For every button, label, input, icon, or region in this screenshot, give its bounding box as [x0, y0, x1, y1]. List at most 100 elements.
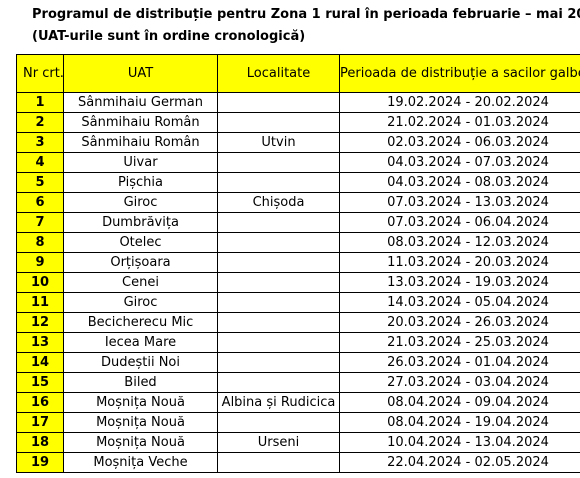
row-number-cell: 14	[16, 352, 64, 373]
period-cell: 04.03.2024 - 07.03.2024	[339, 152, 580, 173]
table-row: 18 Moșnița Nouă Urseni 10.04.2024 - 13.04.2…	[16, 432, 580, 453]
period-cell: 07.03.2024 - 06.04.2024	[339, 212, 580, 233]
column-header-nr: Nr crt.	[16, 54, 64, 93]
uat-cell: Moșnița Nouă	[63, 392, 218, 413]
header-row: Nr crt. UAT Localitate Perioada de distr…	[16, 54, 580, 93]
localitate-cell: Albina și Rudicica	[217, 392, 340, 413]
uat-cell: Cenei	[63, 272, 218, 293]
row-number-cell: 9	[16, 252, 64, 273]
localitate-cell: Chișoda	[217, 192, 340, 213]
row-number-cell: 19	[16, 452, 64, 473]
table-row: 14 Dudeștii Noi 26.03.2024 - 01.04.2024	[16, 352, 580, 373]
localitate-cell	[217, 272, 340, 293]
localitate-cell	[217, 232, 340, 253]
row-number-cell: 12	[16, 312, 64, 333]
table-row: 11 Giroc 14.03.2024 - 05.04.2024	[16, 292, 580, 313]
localitate-cell	[217, 252, 340, 273]
uat-cell: Sânmihaiu Român	[63, 132, 218, 153]
localitate-cell	[217, 352, 340, 373]
row-number-cell: 16	[16, 392, 64, 413]
row-number-cell: 10	[16, 272, 64, 293]
localitate-cell	[217, 312, 340, 333]
column-header-perioada: Perioada de distribuție a sacilor galben…	[339, 54, 580, 93]
row-number-cell: 17	[16, 412, 64, 433]
table-row: 13 Iecea Mare 21.03.2024 - 25.03.2024	[16, 332, 580, 353]
row-number-cell: 11	[16, 292, 64, 313]
uat-cell: Pișchia	[63, 172, 218, 193]
row-number-cell: 5	[16, 172, 64, 193]
localitate-cell	[217, 452, 340, 473]
table-row: 6 Giroc Chișoda 07.03.2024 - 13.03.2024	[16, 192, 580, 213]
uat-cell: Moșnița Nouă	[63, 412, 218, 433]
period-cell: 21.02.2024 - 01.03.2024	[339, 112, 580, 133]
localitate-cell	[217, 332, 340, 353]
period-cell: 07.03.2024 - 13.03.2024	[339, 192, 580, 213]
uat-cell: Moșnița Veche	[63, 452, 218, 473]
uat-cell: Orțișoara	[63, 252, 218, 273]
period-cell: 13.03.2024 - 19.03.2024	[339, 272, 580, 293]
period-cell: 11.03.2024 - 20.03.2024	[339, 252, 580, 273]
table-row: 4 Uivar 04.03.2024 - 07.03.2024	[16, 152, 580, 173]
localitate-cell: Utvin	[217, 132, 340, 153]
period-cell: 20.03.2024 - 26.03.2024	[339, 312, 580, 333]
row-number-cell: 8	[16, 232, 64, 253]
period-cell: 21.03.2024 - 25.03.2024	[339, 332, 580, 353]
table-row: 10 Cenei 13.03.2024 - 19.03.2024	[16, 272, 580, 293]
uat-cell: Sânmihaiu Român	[63, 112, 218, 133]
row-number-cell: 15	[16, 372, 64, 393]
uat-cell: Biled	[63, 372, 218, 393]
localitate-cell	[217, 172, 340, 193]
uat-cell: Becicherecu Mic	[63, 312, 218, 333]
period-cell: 08.04.2024 - 19.04.2024	[339, 412, 580, 433]
period-cell: 08.04.2024 - 09.04.2024	[339, 392, 580, 413]
table-row: 3 Sânmihaiu Român Utvin 02.03.2024 - 06.03.…	[16, 132, 580, 153]
uat-cell: Uivar	[63, 152, 218, 173]
document-header: Programul de distribuție pentru Zona 1 r…	[32, 4, 580, 48]
uat-cell: Dudeștii Noi	[63, 352, 218, 373]
table-row: 9 Orțișoara 11.03.2024 - 20.03.2024	[16, 252, 580, 273]
uat-cell: Giroc	[63, 292, 218, 313]
period-cell: 22.04.2024 - 02.05.2024	[339, 452, 580, 473]
uat-cell: Sânmihaiu German	[63, 92, 218, 113]
period-cell: 02.03.2024 - 06.03.2024	[339, 132, 580, 153]
table-row: 17 Moșnița Nouă 08.04.2024 - 19.04.2024	[16, 412, 580, 433]
row-number-cell: 18	[16, 432, 64, 453]
table-row: 5 Pișchia 04.03.2024 - 08.03.2024	[16, 172, 580, 193]
page-subtitle: (UAT-urile sunt în ordine cronologică)	[32, 29, 306, 44]
uat-cell: Dumbrăvița	[63, 212, 218, 233]
table-row: 19 Moșnița Veche 22.04.2024 - 02.05.2024	[16, 452, 580, 473]
period-cell: 08.03.2024 - 12.03.2024	[339, 232, 580, 253]
table-body: 1 Sânmihaiu German 19.02.2024 - 20.02.2024…	[16, 92, 580, 473]
localitate-cell	[217, 112, 340, 133]
row-number-cell: 13	[16, 332, 64, 353]
page-title: Programul de distribuție pentru Zona 1 r…	[32, 7, 580, 22]
row-number-cell: 7	[16, 212, 64, 233]
uat-cell: Moșnița Nouă	[63, 432, 218, 453]
period-cell: 14.03.2024 - 05.04.2024	[339, 292, 580, 313]
table-row: 8 Otelec 08.03.2024 - 12.03.2024	[16, 232, 580, 253]
localitate-cell	[217, 412, 340, 433]
row-number-cell: 6	[16, 192, 64, 213]
row-number-cell: 4	[16, 152, 64, 173]
row-number-cell: 2	[16, 112, 64, 133]
localitate-cell	[217, 212, 340, 233]
table-row: 15 Biled 27.03.2024 - 03.04.2024	[16, 372, 580, 393]
localitate-cell	[217, 372, 340, 393]
uat-cell: Iecea Mare	[63, 332, 218, 353]
localitate-cell: Urseni	[217, 432, 340, 453]
period-cell: 27.03.2024 - 03.04.2024	[339, 372, 580, 393]
uat-cell: Giroc	[63, 192, 218, 213]
localitate-cell	[217, 152, 340, 173]
period-cell: 26.03.2024 - 01.04.2024	[339, 352, 580, 373]
period-cell: 10.04.2024 - 13.04.2024	[339, 432, 580, 453]
table-row: 7 Dumbrăvița 07.03.2024 - 06.04.2024	[16, 212, 580, 233]
column-header-uat: UAT	[63, 54, 218, 93]
uat-cell: Otelec	[63, 232, 218, 253]
table-row: 1 Sânmihaiu German 19.02.2024 - 20.02.2024	[16, 92, 580, 113]
table-header: Nr crt. UAT Localitate Perioada de distr…	[16, 54, 580, 93]
table-row: 12 Becicherecu Mic 20.03.2024 - 26.03.2024	[16, 312, 580, 333]
localitate-cell	[217, 92, 340, 113]
localitate-cell	[217, 292, 340, 313]
row-number-cell: 1	[16, 92, 64, 113]
column-header-localitate: Localitate	[217, 54, 340, 93]
